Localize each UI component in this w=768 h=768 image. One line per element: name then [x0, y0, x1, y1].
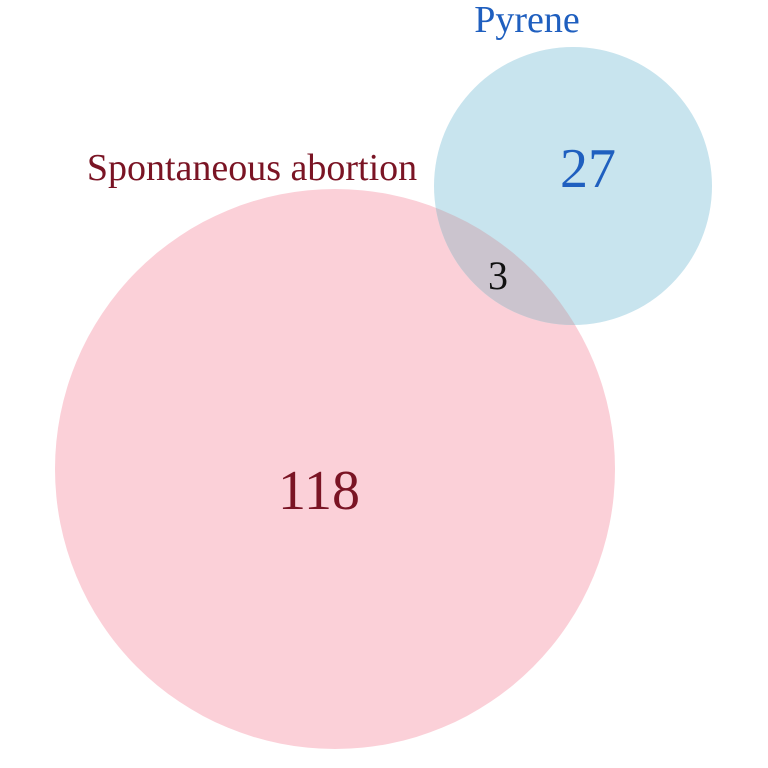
count-pyrene-only: 27 — [560, 138, 616, 200]
count-spontaneous-abortion-only: 118 — [278, 460, 360, 522]
count-intersection: 3 — [488, 253, 508, 298]
set-label-spontaneous-abortion: Spontaneous abortion — [87, 147, 417, 189]
set-label-pyrene: Pyrene — [474, 0, 580, 41]
set-circle-spontaneous-abortion — [55, 189, 615, 749]
